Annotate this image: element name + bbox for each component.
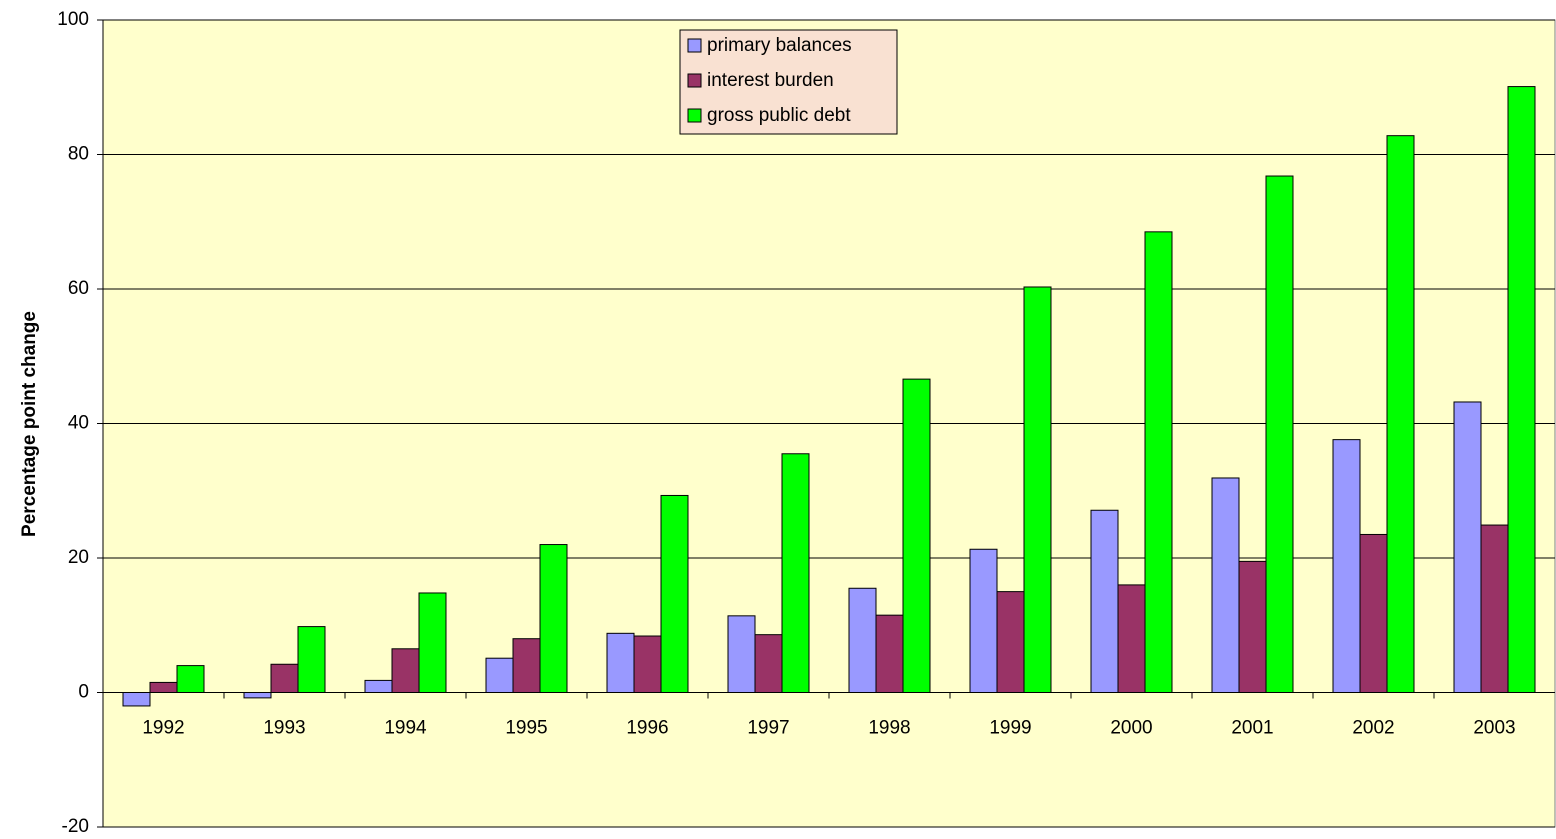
bar [391,648,420,693]
bar [727,615,756,694]
bar [1023,286,1052,693]
legend-swatch [687,38,702,53]
bar [1453,401,1482,693]
y-tick-label: 60 [68,278,89,299]
legend-swatch [687,73,702,88]
legend-label: primary balances [707,35,852,56]
x-tick-label: 2003 [1473,718,1515,739]
bar [1332,439,1361,694]
x-tick-label: 2000 [1110,718,1152,739]
bar [1386,135,1415,694]
bar [1211,477,1240,693]
bar [996,591,1025,693]
bar [1359,533,1388,694]
bar [754,634,783,693]
y-tick-label: -20 [62,816,89,837]
x-tick-label: 1997 [747,718,789,739]
bar [539,544,568,693]
y-tick-label: 20 [68,547,89,568]
legend-box [679,29,898,135]
x-tick-label: 1992 [142,718,184,739]
bar [1238,560,1267,693]
bar [176,665,205,693]
x-tick-label: 2002 [1352,718,1394,739]
bar [364,679,393,694]
x-tick-label: 1995 [505,718,547,739]
y-tick-label: 80 [68,144,89,165]
bar [122,692,151,707]
bar [902,378,931,693]
bar [633,635,662,694]
bar [149,681,178,693]
y-tick-label: 100 [57,9,89,30]
bar [297,626,326,693]
legend-label: gross public debt [707,105,851,126]
legend-label: interest burden [707,70,834,91]
x-tick-label: 2001 [1231,718,1273,739]
bar [1144,231,1173,693]
x-tick-label: 1999 [989,718,1031,739]
bar [1090,509,1119,693]
x-tick-label: 1996 [626,718,668,739]
bar [512,638,541,694]
bar [1507,86,1536,693]
bar [606,632,635,694]
bar [848,587,877,694]
x-tick-label: 1994 [384,718,427,739]
bar [270,663,299,694]
bar [418,592,447,693]
bar [660,494,689,693]
legend-swatch [687,108,702,123]
bar [781,453,810,694]
y-tick-label: 0 [78,682,89,703]
x-tick-label: 1998 [868,718,910,739]
bar [1117,584,1146,694]
bar [485,657,514,694]
bar [1480,524,1509,693]
y-axis-title: Percentage point change [19,311,40,537]
bar [969,548,998,693]
bar [1265,175,1294,693]
x-tick-label: 1993 [263,718,305,739]
y-tick-label: 40 [68,413,89,434]
bar [875,614,904,693]
bar [243,692,272,699]
